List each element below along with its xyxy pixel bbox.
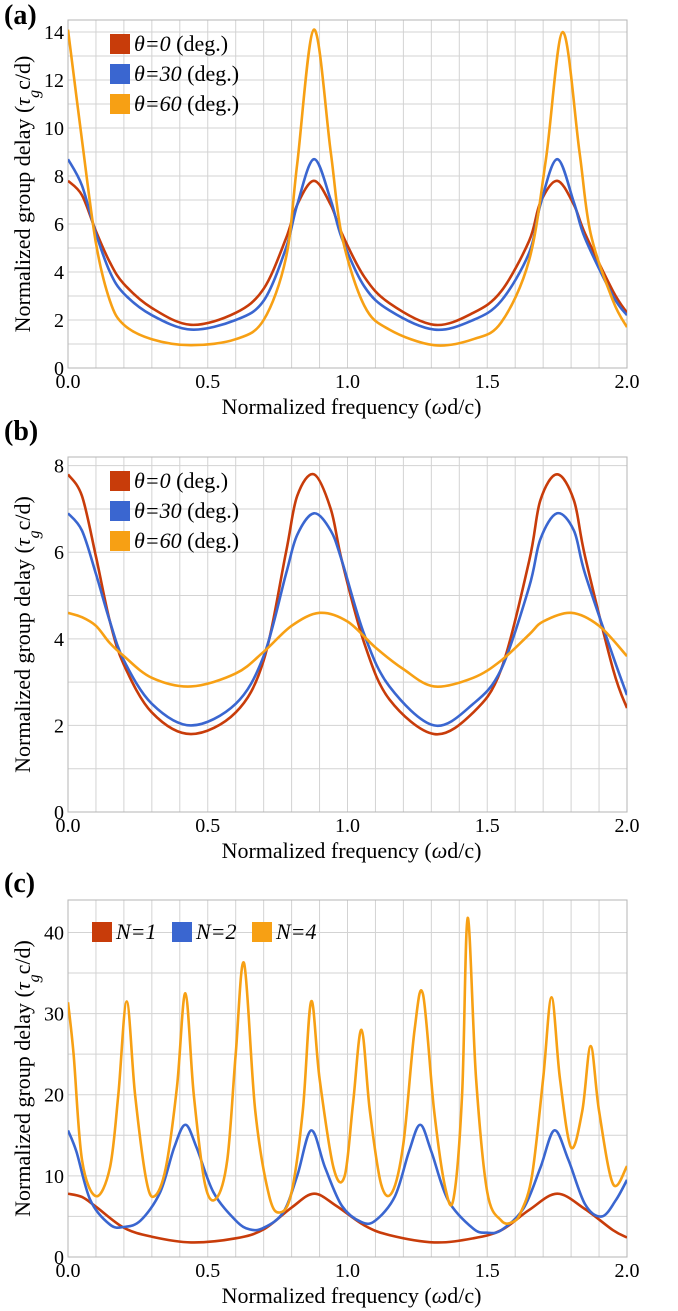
series-line bbox=[68, 611, 627, 688]
series-line bbox=[68, 157, 627, 332]
y-tick-label: 40 bbox=[44, 922, 64, 944]
series-group bbox=[68, 28, 627, 347]
x-axis-label: Normalized frequency (ωd/c) bbox=[222, 838, 482, 863]
panel-a: (a)0.0 0.5 1.0 1.5 2.002468101214Normalized … bbox=[4, 0, 640, 419]
y-tick-label: 8 bbox=[54, 456, 64, 478]
plot-frame bbox=[67, 19, 628, 369]
y-tick-label: 14 bbox=[44, 22, 64, 44]
y-tick-label: 10 bbox=[44, 1166, 64, 1188]
x-tick-label: 0.0 bbox=[56, 1260, 81, 1282]
x-tick-label: 1.0 bbox=[335, 815, 360, 837]
y-axis-label: Normalized group delay (τgc/d) bbox=[10, 56, 43, 333]
plot-frame bbox=[67, 456, 628, 813]
legend-swatch bbox=[110, 64, 130, 84]
y-tick-label: 2 bbox=[54, 310, 64, 332]
y-tick-label: 10 bbox=[44, 118, 64, 140]
x-tick-label: 1.0 bbox=[335, 1260, 360, 1282]
y-tick-label: 0 bbox=[54, 1247, 64, 1269]
y-tick-label: 30 bbox=[44, 1004, 64, 1026]
x-tick-label: 1.5 bbox=[475, 1260, 500, 1282]
y-tick-label: 4 bbox=[54, 262, 64, 284]
legend-label: θ=0 (deg.) bbox=[134, 468, 228, 493]
y-tick-label: 12 bbox=[44, 70, 64, 92]
x-tick-label: 1.5 bbox=[475, 371, 500, 393]
y-tick-label: 6 bbox=[54, 542, 64, 564]
legend-swatch bbox=[92, 922, 112, 942]
y-tick-label: 0 bbox=[54, 358, 64, 380]
y-tick-label: 6 bbox=[54, 214, 64, 236]
y-tick-label: 20 bbox=[44, 1085, 64, 1107]
y-tick-label: 2 bbox=[54, 715, 64, 737]
x-tick-label: 0.5 bbox=[195, 1260, 220, 1282]
y-tick-label: 4 bbox=[54, 629, 64, 651]
panel-b: (b) 0.0 0.5 1.0 1.5 2.0 0 2 4 6 8 Normalized freque… bbox=[4, 416, 640, 863]
x-tick-label: 0.0 bbox=[56, 815, 81, 837]
y-tick-label: 0 bbox=[54, 802, 64, 824]
panel-letter: (c) bbox=[4, 868, 35, 899]
legend-swatch bbox=[110, 501, 130, 521]
series-line bbox=[68, 916, 627, 1225]
x-axis-label: Normalized frequency (ωd/c) bbox=[222, 394, 482, 419]
legend-label: θ=0 (deg.) bbox=[134, 31, 228, 56]
y-axis-label: Normalized group delay (τgc/d) bbox=[10, 496, 43, 773]
legend-label: N=1 bbox=[115, 919, 157, 944]
y-tick-label: 8 bbox=[54, 166, 64, 188]
panel-letter: (b) bbox=[4, 416, 38, 447]
grid bbox=[67, 457, 628, 813]
x-tick-label: 1.5 bbox=[475, 815, 500, 837]
series-group bbox=[68, 472, 627, 736]
x-axis-label: Normalized frequency (ωd/c) bbox=[222, 1283, 482, 1308]
legend-label: θ=60 (deg.) bbox=[134, 91, 239, 116]
x-tick-label: 2.0 bbox=[615, 1260, 640, 1282]
series-group bbox=[68, 916, 627, 1244]
x-tick-label: 2.0 bbox=[615, 371, 640, 393]
plot-frame bbox=[67, 899, 628, 1258]
legend-label: θ=30 (deg.) bbox=[134, 498, 239, 523]
legend: θ=0 (deg.) θ=30 (deg.) θ=60 (deg.) bbox=[110, 468, 239, 553]
legend-label: θ=30 (deg.) bbox=[134, 61, 239, 86]
x-tick-label: 0.0 bbox=[56, 371, 81, 393]
x-tick-label: 1.0 bbox=[335, 371, 360, 393]
legend-swatch bbox=[110, 94, 130, 114]
legend-swatch bbox=[252, 922, 272, 942]
x-tick-label: 0.5 bbox=[195, 371, 220, 393]
legend-swatch bbox=[172, 922, 192, 942]
series-line bbox=[68, 28, 627, 347]
legend: N=1 N=2 N=4 bbox=[92, 919, 317, 944]
legend-swatch bbox=[110, 34, 130, 54]
legend-swatch bbox=[110, 471, 130, 491]
series-line bbox=[68, 1192, 627, 1244]
legend-label: θ=60 (deg.) bbox=[134, 528, 239, 553]
legend: θ=0 (deg.) θ=30 (deg.) θ=60 (deg.) bbox=[110, 31, 239, 116]
series-line bbox=[68, 472, 627, 736]
legend-swatch bbox=[110, 531, 130, 551]
x-tick-label: 2.0 bbox=[615, 815, 640, 837]
panel-c: (c) 0.0 0.5 1.0 1.5 2.0 0 10 20 30 40 Normalized fr… bbox=[4, 868, 640, 1308]
series-line bbox=[68, 511, 627, 727]
series-line bbox=[68, 1123, 627, 1235]
legend-label: N=4 bbox=[275, 919, 317, 944]
legend-label: N=2 bbox=[195, 919, 237, 944]
panel-letter: (a) bbox=[4, 0, 37, 31]
y-axis-label: Normalized group delay (τgc/d) bbox=[10, 940, 43, 1217]
x-tick-label: 0.5 bbox=[195, 815, 220, 837]
